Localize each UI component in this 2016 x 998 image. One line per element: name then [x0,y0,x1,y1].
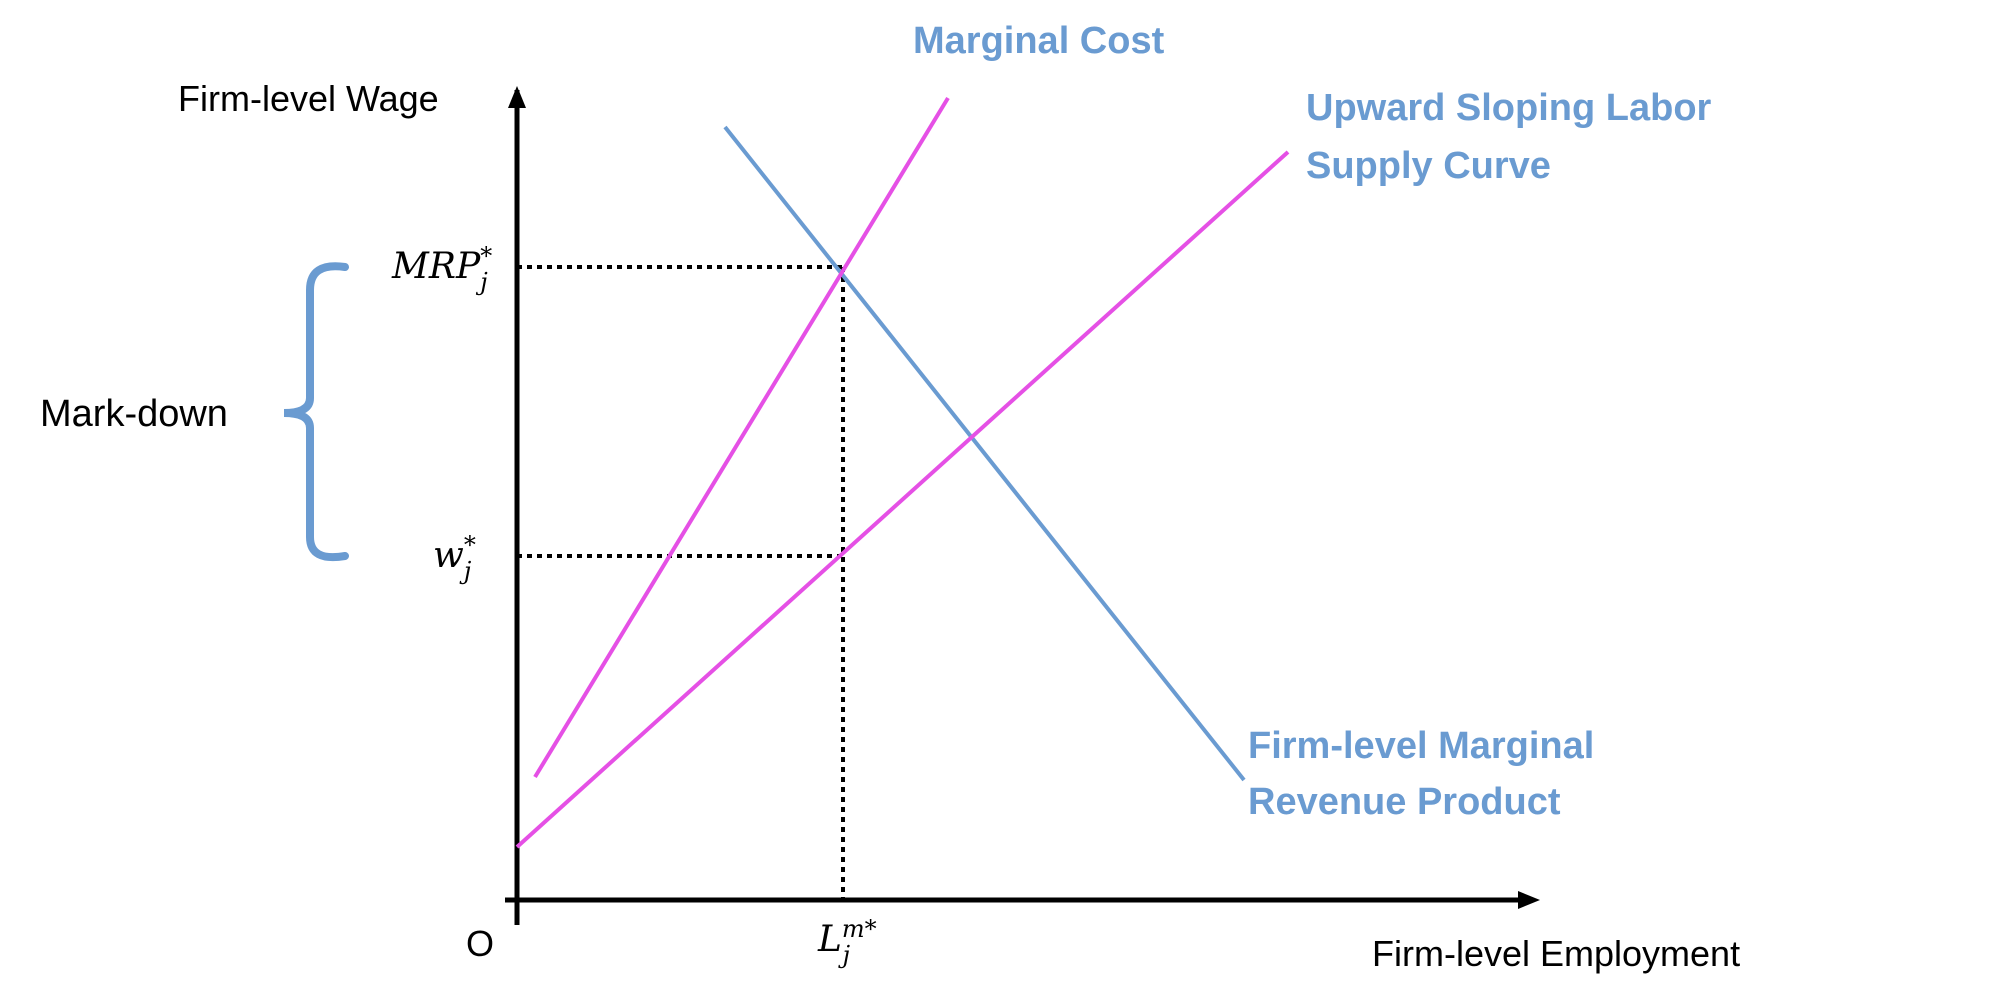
y-axis-title: Firm-level Wage [178,78,439,119]
mrp-star-label: MRP* j [391,242,492,296]
marginal-cost-curve [533,96,950,779]
labor-supply-label-line1: Upward Sloping Labor [1306,87,1712,129]
mrp-label-line1: Firm-level Marginal [1248,725,1594,767]
mrp-label-line2: Revenue Product [1248,781,1561,823]
x-axis-arrowhead [1518,891,1540,909]
mrp-star-base: MRP [391,246,481,287]
l-star-base: L [817,919,842,960]
w-star-sup: * [464,531,476,559]
w-star-base: w [433,535,464,576]
mrp-star-sup: * [480,242,492,270]
labor-supply-curve [515,150,1290,849]
w-star-label: w* j [433,531,476,585]
y-axis-arrowhead [508,86,526,108]
labor-supply-label-line2: Supply Curve [1306,145,1551,187]
l-star-label: Lm* j [817,915,877,969]
curly-brace-icon [283,262,349,562]
l-star-sup: m* [842,915,877,943]
origin-label: O [466,923,494,964]
marginal-cost-label: Marginal Cost [913,20,1165,62]
mrp-curve [723,125,1246,782]
x-axis-title: Firm-level Employment [1372,933,1740,974]
markdown-label: Mark-down [40,393,228,435]
